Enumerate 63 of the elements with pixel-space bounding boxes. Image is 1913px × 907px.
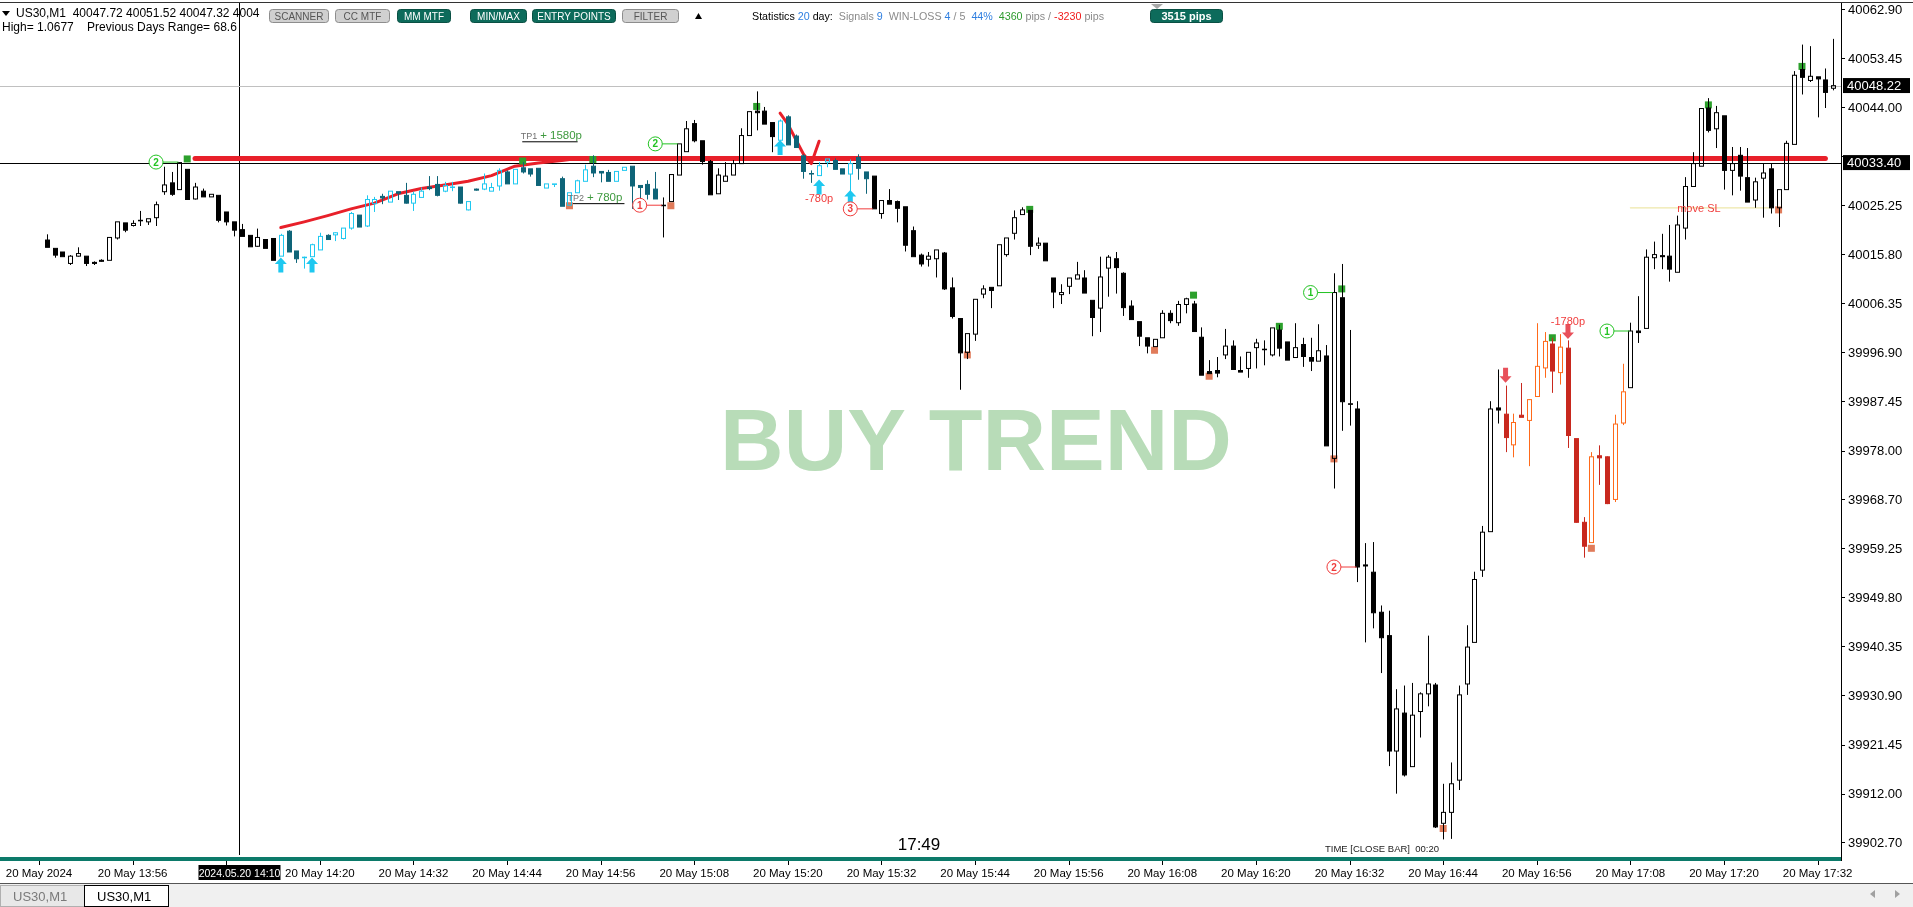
x-tick-label: 20 May 15:56 [1033, 867, 1104, 879]
y-tick-label: 39978.00 [1848, 443, 1903, 459]
y-tick-label: 39987.45 [1848, 394, 1903, 410]
x-tick-label: 20 May 16:08 [1127, 867, 1198, 879]
annotation: 3515 pips [1161, 10, 1212, 22]
annotation: FILTER [633, 11, 668, 22]
annotation: MIN/MAX [477, 11, 521, 22]
y-tick-label: 39921.45 [1848, 737, 1903, 753]
annotation: SCANNER [274, 11, 324, 22]
x-tick-label: 20 May 15:32 [846, 867, 917, 879]
x-tick-label: 20 May 2024 [5, 867, 73, 879]
annotation: 2 [153, 156, 160, 168]
annotation: 1 [636, 199, 643, 211]
x-tick-label: 20 May 13:56 [97, 867, 168, 879]
x-tick-label: 20 May 14:56 [565, 867, 636, 879]
ref-line-label: 40048.22 [1847, 78, 1902, 94]
annotation: -1780p [1550, 314, 1586, 327]
x-tick-label: 20 May 14:32 [378, 867, 449, 879]
annotation: 17:49 [897, 835, 941, 854]
x-tick-label: 20 May 16:44 [1408, 867, 1479, 879]
x-tick-label: 20 May 15:44 [940, 867, 1011, 879]
x-tick-label: 20 May 17:20 [1689, 867, 1759, 879]
y-tick-label: 40062.90 [1848, 1, 1903, 17]
annotation: MM MTF [404, 11, 444, 22]
y-tick-label: 39902.70 [1848, 834, 1903, 850]
x-tick-label: 20 May 14:20 [284, 867, 355, 879]
y-tick-label: 40044.00 [1848, 100, 1903, 116]
y-tick-label: 40015.80 [1848, 246, 1903, 262]
annotation: CC MTF [343, 11, 382, 22]
y-tick-label: 39968.70 [1848, 491, 1903, 507]
ref-line-label: 2024.05.20 14:10 [198, 866, 281, 879]
x-tick-label: 20 May 17:08 [1595, 867, 1666, 879]
x-tick-label: 20 May 15:20 [753, 867, 823, 879]
annotation: BUY TREND [720, 390, 1232, 489]
text: Statistics 20 day: Signals 9 WIN-LOSS 4 / 5 44% 4360 pips / -3230 pips [752, 10, 1105, 22]
y-tick-label: 40006.35 [1848, 295, 1903, 311]
annotation: 2 [1331, 561, 1338, 573]
y-tick-label: 39959.25 [1848, 540, 1903, 556]
y-tick-label: 40025.25 [1848, 197, 1903, 213]
x-tick-label: 20 May 15:08 [659, 867, 730, 879]
annotation: ENTRY POINTS [537, 11, 612, 22]
annotation: -780p [805, 192, 834, 205]
x-tick-label: 20 May 16:32 [1314, 867, 1385, 879]
annotation: 1 [1604, 325, 1611, 337]
annotation: 2 [652, 138, 659, 150]
annotation: 1 [1307, 287, 1314, 299]
x-tick-label: 20 May 16:56 [1501, 867, 1572, 879]
y-tick-label: 39940.35 [1848, 638, 1903, 654]
annotation: TP1 + 1580p [520, 128, 582, 141]
annotation: 3 [847, 203, 854, 215]
text: US30,M1 [13, 889, 68, 904]
x-tick-label: 20 May 17:32 [1782, 867, 1853, 879]
y-tick-label: 39912.00 [1848, 786, 1903, 802]
annotation: TIME [CLOSE BAR] 00:20 [1325, 843, 1440, 854]
x-tick-label: 20 May 14:44 [472, 867, 543, 879]
text: High= 1.0677 Previous Days Range= 68.6 [2, 20, 238, 34]
ref-line-label: 40033.40 [1847, 155, 1902, 171]
y-tick-label: 40053.45 [1848, 50, 1903, 66]
x-tick-label: 20 May 16:20 [1221, 867, 1291, 879]
text: US30,M1 [97, 889, 152, 904]
y-tick-label: 39996.90 [1848, 344, 1903, 360]
y-tick-label: 39930.90 [1848, 688, 1903, 704]
y-tick-label: 39949.80 [1848, 589, 1903, 605]
